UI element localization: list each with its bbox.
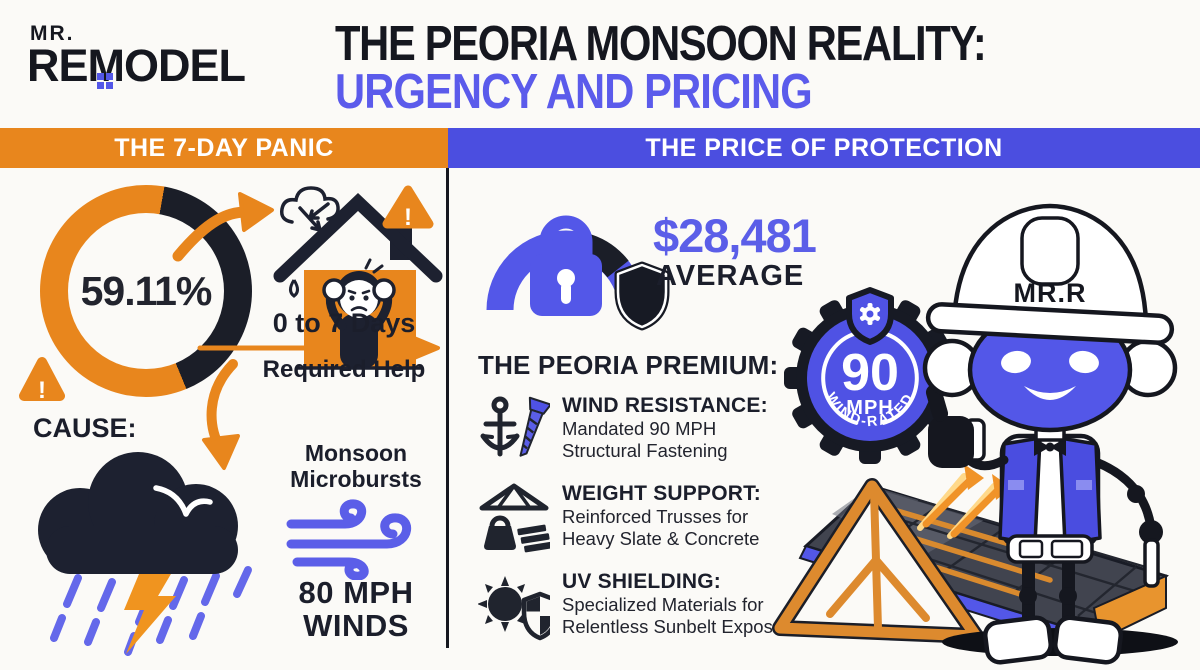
range-label: 0 to 7 Days [272,308,416,338]
premium-item-line1: Mandated 90 MPH [562,418,717,439]
robot-arm-right [1091,457,1163,588]
robot-smile [1024,386,1076,400]
padlock-icon [530,215,602,316]
page-title-line1: THE PEORIA MONSOON REALITY: [335,17,987,71]
bow-tie-icon [1034,438,1066,456]
badge-value: 90 [841,344,899,402]
truss-weight-icon [479,483,550,554]
required-help-label: Required Help [262,356,426,383]
warning-exclamation: ! [38,377,46,404]
robot-boot-right [1053,615,1123,665]
lightning-bolt-icon [124,562,178,654]
premium-item-line2: Heavy Slate & Concrete [562,527,760,549]
badge-shield-gear-icon [846,287,894,345]
worried-person-icon [322,258,396,368]
storm-cloud-small-icon [279,186,340,232]
logo-mr-text: MR. [30,22,75,45]
logo-remodel-text: REMODEL [27,40,246,91]
robot-legs [983,558,1123,665]
stressed-homeowner-house-icon: ! [273,185,443,370]
premium-section-title: THE PEORIA PREMIUM: [478,350,779,380]
arrow-to-house-head [238,192,274,232]
premium-item-title: WEIGHT SUPPORT: [562,482,762,505]
checker-shield-icon [521,591,550,641]
sun-icon [478,576,533,632]
house-warning-triangle-icon [382,185,434,229]
premium-item-uv-shielding: UV SHIELDING: Specialized Materials for … [478,568,808,646]
cause-label: CAUSE: [33,413,137,443]
arrow-down-head [202,434,240,470]
house-warning-exclamation: ! [404,204,412,231]
hard-hat-icon: MR.R [925,203,1175,345]
tool-belt [1006,534,1094,564]
premium-item-weight-support: WEIGHT SUPPORT: Reinforced Trusses for H… [478,480,808,558]
hammer-icon [1143,538,1160,588]
cause-name-line1: Monsoon [304,440,408,466]
sun-shield-icon [478,576,550,641]
cause-name: Monsoon Microbursts [270,440,442,493]
slate-stack-icon [515,523,550,554]
left-section-header: THE 7-DAY PANIC [0,128,448,168]
page-title-line2: URGENCY AND PRICING [335,65,813,119]
wind-speed-label: 80 MPH WINDS [268,576,444,643]
cost-gauge [486,215,670,331]
anchor-screw-icon [480,396,550,457]
average-cost-value: $28,481 [653,209,817,262]
shield-icon [614,261,670,331]
robot-eye-right [1069,350,1099,374]
badge-ring-arcs [821,331,919,425]
storm-cloud-icon [38,452,238,574]
right-section-header: THE PRICE OF PROTECTION [448,128,1200,168]
premium-item-line2: Structural Fastening [562,439,728,461]
premium-item-line1: Specialized Materials for [562,594,764,615]
premium-item-line2: Relentless Sunbelt Exposure [562,615,800,637]
robot-eye-left [1001,350,1031,374]
donut-percentage: 59.11% [80,267,213,314]
panel-divider [446,168,449,648]
wind-speed-line2: WINDS [303,608,409,644]
hat-label: MR.R [1014,278,1087,308]
monsoon-storm-icon [38,452,252,656]
robot-thumbs-up [925,384,1009,471]
weight-icon [484,515,516,550]
premium-item-title: UV SHIELDING: [562,570,721,593]
uv-reflect-arrows [917,464,1012,539]
premium-item-line1: Reinforced Trusses for [562,506,749,527]
water-drop-icon [289,279,299,298]
premium-item-title: WIND RESISTANCE: [562,394,768,417]
wood-truss [772,478,984,644]
house-roof [273,193,443,283]
badge-unit: MPH [846,397,893,419]
average-cost-label: AVERAGE [656,260,805,292]
mr-remodel-robot-mascot: MR.R [922,203,1178,665]
robot-torso [998,433,1102,564]
logo-window-icon [97,73,114,90]
robot-boot-left [983,615,1053,665]
badge-inner-circle [807,315,933,441]
wind-speed-line1: 80 MPH [298,575,414,610]
cause-name-line2: Microbursts [290,465,422,492]
wind-gust-icon [286,499,412,580]
warning-triangle-icon [19,357,65,401]
premium-item-wind-resistance: WIND RESISTANCE: Mandated 90 MPH Structu… [478,392,808,470]
